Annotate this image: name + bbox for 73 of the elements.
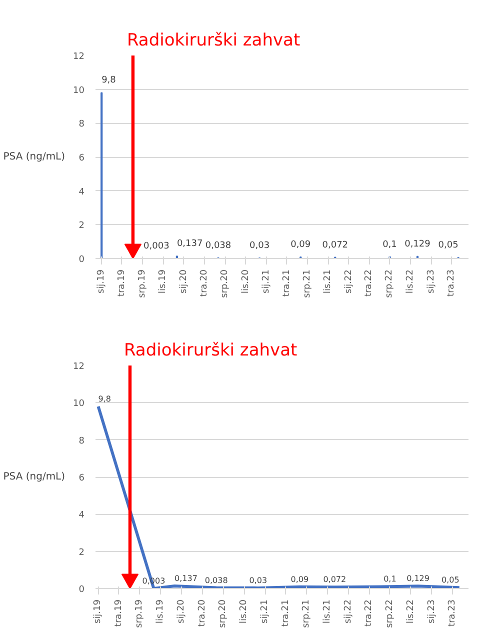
text: 0,05 [438, 240, 458, 251]
y-tick-label: 10 [73, 86, 85, 96]
y-axis-title: PSA (ng/mL) [3, 152, 66, 162]
x-tick-label: lis.21 [322, 599, 333, 624]
y-tick-label: 2 [78, 221, 85, 232]
y-tick-label: 8 [78, 436, 85, 446]
text: 0,05 [442, 576, 460, 585]
x-tick-label: srp.19 [134, 599, 145, 628]
x-tick-label: lis.20 [239, 599, 250, 624]
x-tick-label: sij.20 [178, 269, 189, 294]
text: 0,1 [384, 574, 396, 584]
text: 9,8 [98, 394, 111, 404]
text: 0,03 [250, 240, 270, 251]
x-tick-label: lis.22 [406, 269, 416, 294]
x-tick-label: tra.21 [282, 269, 292, 297]
y-tick-label: 12 [73, 362, 84, 372]
ref-line-label: Radiokirurški zahvat [124, 340, 298, 360]
x-tick-label: srp.20 [220, 269, 230, 298]
x-tick-label: sij.22 [344, 269, 354, 294]
text: 0,129 [404, 239, 430, 250]
text: 9,8 [102, 76, 116, 86]
text: 0,038 [205, 240, 232, 251]
x-tick-label: srp.19 [137, 269, 148, 298]
x-tick-label: sij.20 [176, 599, 187, 624]
x-tick-label: lis.20 [240, 269, 251, 294]
x-tick-label: tra.19 [116, 269, 127, 297]
y-tick-label: 8 [78, 120, 85, 130]
x-tick-label: tra.23 [446, 269, 457, 297]
x-tick-label: srp.20 [218, 599, 228, 628]
y-tick-label: 10 [73, 399, 85, 410]
x-tick-label: tra.23 [448, 599, 458, 627]
text: 0,129 [406, 574, 430, 584]
y-tick-label: 4 [78, 510, 85, 521]
x-tick-label: sij.21 [260, 599, 270, 624]
x-tick-label: srp.21 [302, 269, 312, 298]
x-tick-label: tra.22 [364, 599, 374, 627]
x-tick-label: sij.19 [93, 599, 104, 624]
x-tick-label: sij.19 [96, 269, 107, 294]
y-tick-label: 4 [78, 187, 85, 198]
x-tick-label: lis.19 [158, 269, 168, 294]
x-tick-label: lis.21 [323, 269, 334, 294]
text: 0,137 [176, 239, 203, 250]
y-tick-label: 0 [78, 585, 85, 595]
x-tick-label: tra.20 [199, 269, 210, 297]
x-tick-label: srp.21 [302, 599, 312, 628]
x-tick-label: srp.22 [384, 599, 395, 628]
y-tick-label: 6 [78, 154, 85, 164]
x-tick-label: tra.20 [197, 599, 208, 627]
x-tick-label: tra.19 [114, 599, 124, 627]
x-tick-label: srp.22 [384, 269, 395, 298]
y-tick-label: 2 [78, 548, 85, 558]
x-tick-label: lis.22 [406, 599, 416, 624]
text: 0,09 [290, 240, 311, 250]
text: 0,072 [322, 240, 348, 250]
x-tick-label: sij.22 [344, 599, 354, 624]
ref-line-label: Radiokirurški zahvat [126, 30, 300, 50]
x-tick-label: sij.23 [426, 599, 437, 624]
text: 0,09 [290, 574, 309, 584]
text: 0,1 [382, 240, 397, 250]
y-tick-label: 6 [78, 474, 85, 484]
x-tick-label: sij.21 [262, 269, 272, 294]
x-tick-label: lis.19 [156, 599, 166, 624]
x-tick-label: sij.23 [426, 269, 436, 294]
text: 0,137 [174, 574, 198, 583]
text: 0,003 [144, 241, 170, 252]
x-tick-label: tra.21 [280, 599, 291, 627]
text: 0,072 [323, 575, 346, 584]
text: 0,038 [204, 576, 228, 585]
x-tick-label: tra.22 [364, 269, 374, 297]
y-tick-label: 12 [73, 52, 84, 62]
y-tick-label: 0 [78, 255, 85, 265]
text: 0,03 [249, 576, 268, 585]
y-axis-title: PSA (ng/mL) [3, 472, 66, 482]
